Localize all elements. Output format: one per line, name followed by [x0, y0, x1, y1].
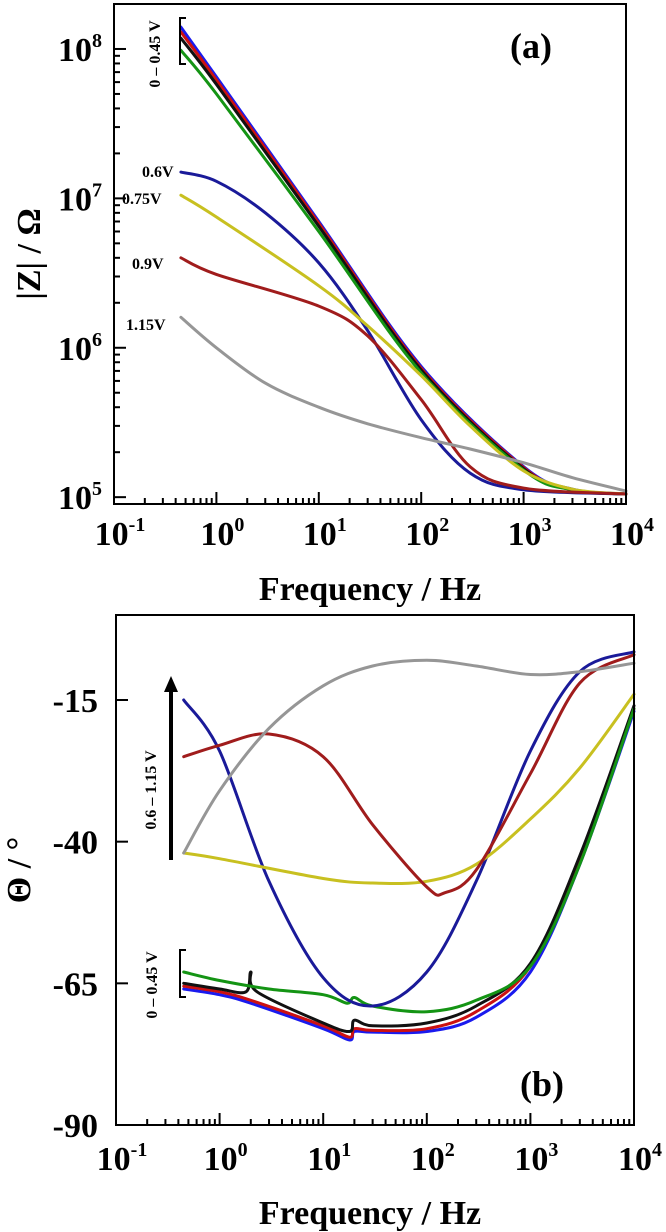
panel-a-x-tick-label: 102 — [405, 514, 449, 553]
panel-b-y-tick-label: -65 — [53, 966, 98, 1003]
panel-a-annotation-0-0.45V: 0 – 0.45 V — [147, 20, 164, 88]
panel-b-arrow-head — [164, 676, 178, 692]
panel-b-x-tick-label: 100 — [204, 1139, 248, 1178]
panel-b-x-tick-label: 103 — [514, 1139, 558, 1178]
panel-b-x-tick-label: 10-1 — [97, 1139, 148, 1178]
panel-b-x-ticks: 10-1 100 101 102 103 104 — [97, 1113, 662, 1178]
panel-a-label: (a) — [510, 26, 552, 66]
panel-a-y-tick-label: 106 — [58, 329, 102, 368]
panel-b-x-tick-label: 101 — [307, 1139, 351, 1178]
panel-b-x-tick-label: 102 — [411, 1139, 455, 1178]
panel-a-annotation-1.15V: 1.15V — [126, 317, 166, 334]
panel-a-x-axis-title: Frequency / Hz — [259, 571, 481, 608]
panel-a-y-ticks: 105 106 107 108 — [58, 30, 126, 517]
panel-a-bracket — [179, 17, 186, 65]
panel-a-series-0-45v — [179, 48, 628, 496]
panel-a-series-0-15v — [179, 30, 628, 496]
panel-b-phase-angle: 10-1 100 101 102 103 104 -15 -40 -65 -90 (b) Fre… — [1, 614, 662, 1232]
panel-b-annotation-0.6-1.15V: 0.6 – 1.15 V — [143, 750, 160, 830]
panel-a-frame — [113, 3, 627, 505]
panel-a-x-tick-label: 104 — [610, 514, 654, 553]
panel-b-series-0-45v — [182, 707, 636, 1014]
panel-a-annotation-0.75V: 0.75V — [122, 191, 162, 208]
panel-a-annotation-0.9V: 0.9V — [132, 256, 164, 273]
panel-b-series-0-75v — [182, 692, 636, 885]
panel-a-series-0v — [179, 25, 628, 496]
panel-a-y-tick-label: 107 — [58, 179, 102, 218]
panel-a-series-1-15v — [179, 315, 628, 493]
panel-b-x-axis-title: Frequency / Hz — [259, 1195, 481, 1232]
panel-a-y-tick-label: 108 — [58, 30, 102, 69]
panel-b-y-tick-label: -15 — [53, 683, 98, 720]
panel-a-series-0-9v — [179, 256, 628, 496]
panel-a-series-0-75v — [179, 193, 628, 496]
panel-a-series-0-3v — [179, 36, 628, 496]
panel-a-curves — [179, 25, 628, 496]
panel-b-frame — [115, 614, 635, 1126]
panel-b-series-0-6v — [182, 650, 636, 1008]
panel-b-x-tick-label: 104 — [618, 1139, 662, 1178]
panel-b-curves — [182, 650, 636, 1042]
panel-b-series-0-9v — [182, 653, 636, 897]
panel-b-y-tick-label: -90 — [53, 1108, 98, 1145]
panel-b-bracket — [179, 949, 186, 998]
panel-b-y-tick-label: -40 — [53, 825, 98, 862]
panel-a-x-tick-label: 101 — [303, 514, 347, 553]
panel-a-series-0-6v — [179, 170, 628, 496]
panel-b-annotation-0-0.45V: 0 – 0.45 V — [144, 951, 161, 1019]
panel-a-x-tick-label: 10-1 — [95, 514, 146, 553]
panel-a-y-axis-title: |Z| / Ω — [11, 208, 48, 299]
panel-a-x-ticks: 10-1 100 101 102 103 104 — [95, 492, 654, 553]
panel-a-impedance-modulus: 10-1 100 101 102 103 104 105 106 107 108 (a) Fre… — [11, 3, 654, 608]
panel-b-label: (b) — [520, 1064, 564, 1104]
panel-a-x-tick-label: 103 — [508, 514, 552, 553]
panel-a-y-tick-label: 105 — [58, 478, 102, 517]
panel-b-series-1-15v — [182, 658, 636, 855]
panel-a-x-tick-label: 100 — [200, 514, 244, 553]
panel-a-annotation-0.6V: 0.6V — [142, 164, 174, 181]
panel-b-y-ticks: -15 -40 -65 -90 — [53, 683, 128, 1145]
panel-b-y-axis-title: Θ / ° — [1, 837, 38, 904]
